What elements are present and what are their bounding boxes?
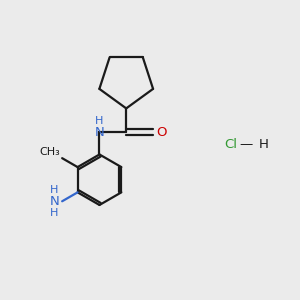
Text: H: H [259,138,269,151]
Text: N: N [50,195,59,208]
Text: O: O [156,126,166,139]
Text: Cl: Cl [224,138,237,151]
Text: —: — [239,138,252,151]
Text: H: H [50,208,58,218]
Text: CH₃: CH₃ [39,147,60,157]
Text: N: N [94,126,104,139]
Text: H: H [95,116,104,126]
Text: H: H [50,185,58,195]
